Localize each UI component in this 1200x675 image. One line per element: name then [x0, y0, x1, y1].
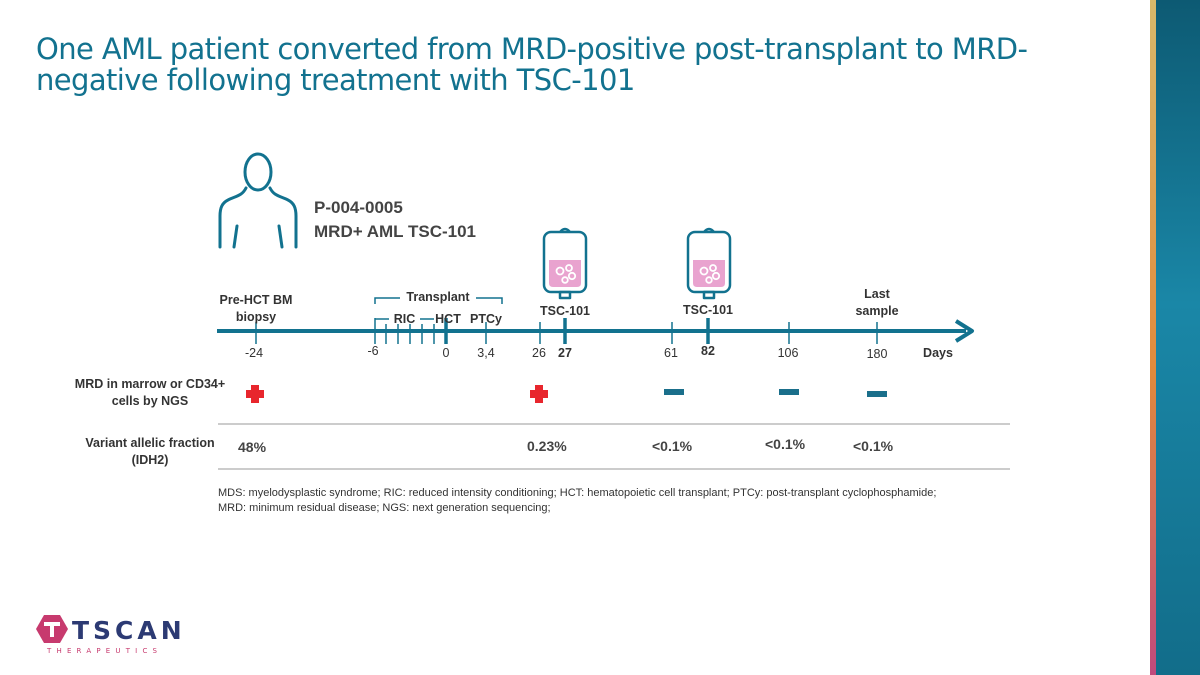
mrd-negative-icon: [664, 389, 684, 395]
day-label: 3,4: [477, 346, 495, 360]
day-label: -6: [367, 344, 379, 358]
day-label: 26: [532, 346, 546, 360]
event-tsc101-infusion-2: TSC-101: [682, 303, 734, 317]
mrd-negative-icon: [779, 389, 799, 395]
person-outline-icon: [218, 152, 298, 249]
vaf-value: <0.1%: [765, 436, 806, 452]
day-label: 0: [442, 346, 450, 360]
event-ric: RIC: [393, 312, 416, 326]
mrd-row-label: MRD in marrow or CD34+ cells by NGS: [74, 377, 226, 408]
day-label: 106: [777, 346, 799, 360]
vaf-row-label: Variant allelic fraction (IDH2): [85, 436, 215, 467]
side-decorative-bar: [1156, 0, 1200, 675]
transplant-bracket: [374, 297, 503, 304]
day-label: 27: [558, 346, 572, 360]
event-hct: HCT: [435, 312, 461, 326]
event-tsc101-infusion-1: TSC-101: [539, 304, 591, 318]
vaf-value: <0.1%: [652, 438, 693, 454]
day-label: 180: [866, 347, 888, 361]
day-label: 61: [664, 346, 678, 360]
vaf-value: <0.1%: [853, 438, 894, 454]
event-pre-hct-biopsy: Pre-HCT BM biopsy: [219, 293, 293, 324]
event-transplant: Transplant: [406, 290, 470, 304]
timeline-major-ticks: [444, 318, 710, 344]
slide-title: One AML patient converted from MRD-posit…: [36, 32, 1028, 97]
tscan-logo-mark: [36, 615, 68, 643]
patient-id: P-004-0005: [314, 198, 403, 217]
footnote-line: MRD: minimum residual disease; NGS: next…: [218, 502, 551, 514]
timeline-ticks: [255, 318, 878, 344]
mrd-positive-icon: [530, 385, 548, 403]
event-last-sample: Last sample: [855, 287, 899, 318]
side-accent-stripe: [1150, 0, 1156, 675]
timeline-arrowhead: [954, 319, 974, 343]
event-ptcy: PTCy: [470, 312, 502, 326]
axis-unit-label: Days: [923, 346, 953, 360]
patient-description: MRD+ AML TSC-101: [314, 222, 476, 241]
vaf-value: 48%: [238, 439, 267, 455]
logo-wordmark: TSCAN: [72, 616, 186, 645]
footnote-line: MDS: myelodysplastic syndrome; RIC: redu…: [218, 487, 937, 499]
logo-tagline: THERAPEUTICS: [47, 647, 163, 655]
day-label: 82: [701, 344, 715, 358]
footnote: MDS: myelodysplastic syndrome; RIC: redu…: [218, 486, 1138, 516]
vaf-value: 0.23%: [527, 438, 567, 454]
iv-bag-icon: [686, 227, 732, 300]
day-label: -24: [244, 346, 264, 360]
iv-bag-icon: [542, 227, 588, 300]
mrd-positive-icon: [246, 385, 264, 403]
mrd-negative-icon: [867, 391, 887, 397]
